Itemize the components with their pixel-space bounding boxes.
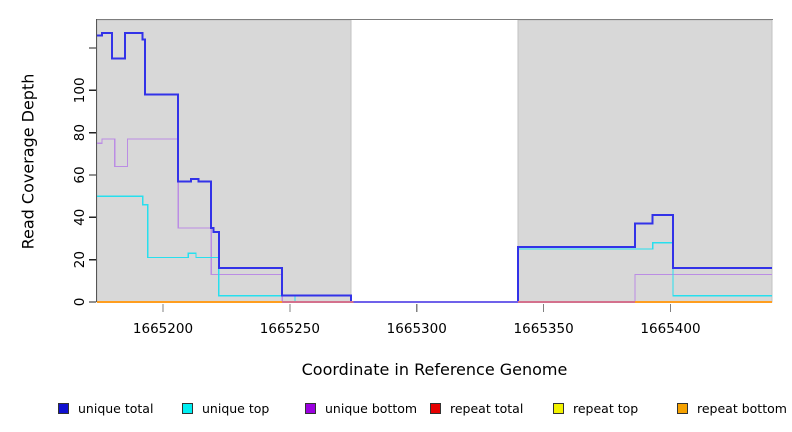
legend-item-repeat-total: repeat total — [430, 400, 524, 416]
legend-label: repeat total — [450, 400, 524, 416]
legend-item-unique-bottom: unique bottom — [305, 400, 418, 416]
y-axis-label: Read Coverage Depth — [18, 73, 38, 249]
legend: unique total unique top unique bottom repea… — [0, 401, 792, 421]
x-tick-label: 1665350 — [514, 321, 574, 337]
legend-item-repeat-top: repeat top — [553, 400, 639, 416]
x-tick-label: 1665300 — [387, 321, 447, 337]
legend-label: unique top — [202, 400, 270, 416]
legend-label: repeat bottom — [697, 400, 787, 416]
legend-label: unique bottom — [325, 400, 418, 416]
legend-swatch — [430, 402, 441, 414]
x-tick-label: 1665400 — [640, 321, 700, 337]
legend-swatch — [58, 402, 69, 414]
legend-label: repeat top — [573, 400, 639, 416]
y-tick-label: 0 — [72, 298, 88, 307]
legend-swatch — [182, 402, 193, 414]
legend-item-unique-total: unique total — [58, 400, 154, 416]
legend-swatch — [553, 402, 564, 414]
y-tick-label: 40 — [72, 209, 88, 226]
coverage-plot: 1665200 1665250 1665300 1665350 1665400 0 20 40… — [72, 18, 773, 337]
legend-item-unique-top: unique top — [182, 400, 270, 416]
shaded-region — [96, 19, 352, 303]
legend-item-repeat-bottom: repeat bottom — [677, 400, 787, 416]
x-tick-label: 1665200 — [133, 321, 193, 337]
x-tick-label: 1665250 — [260, 321, 320, 337]
y-tick-label: 60 — [72, 166, 88, 183]
y-tick-label: 80 — [72, 124, 88, 141]
series-unique-total — [97, 32, 772, 303]
legend-label: unique total — [78, 400, 154, 416]
y-tick-label: 100 — [72, 77, 88, 103]
y-tick-label: 20 — [72, 251, 88, 268]
shaded-region — [517, 19, 773, 303]
legend-swatch — [305, 402, 316, 414]
x-axis-label: Coordinate in Reference Genome — [301, 360, 568, 379]
y-axis-label-wrap: Read Coverage Depth — [12, 20, 44, 302]
legend-swatch — [677, 402, 688, 414]
series-unique-top — [97, 195, 772, 303]
